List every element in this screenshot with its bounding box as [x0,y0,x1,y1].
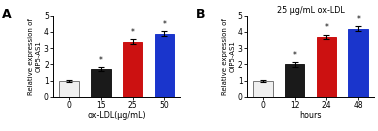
Text: *: * [293,51,296,60]
Bar [349,29,368,97]
Text: B: B [196,8,205,21]
Bar [253,81,273,97]
Bar [155,34,174,97]
Y-axis label: Relative expression of
OIP5-AS1: Relative expression of OIP5-AS1 [222,18,235,95]
Bar [91,69,111,97]
X-axis label: ox-LDL(μg/mL): ox-LDL(μg/mL) [87,111,146,121]
Text: *: * [163,20,166,29]
Bar [123,42,143,97]
Bar [285,64,304,97]
Text: *: * [356,15,360,24]
Text: *: * [131,28,135,37]
Bar [59,81,79,97]
Text: A: A [2,8,12,21]
X-axis label: hours: hours [299,111,322,121]
Y-axis label: Relative expression of
OIP5-AS1: Relative expression of OIP5-AS1 [28,18,42,95]
Text: *: * [324,23,328,32]
Title: 25 μg/mL ox-LDL: 25 μg/mL ox-LDL [277,6,344,15]
Text: *: * [99,56,103,65]
Bar [316,37,336,97]
